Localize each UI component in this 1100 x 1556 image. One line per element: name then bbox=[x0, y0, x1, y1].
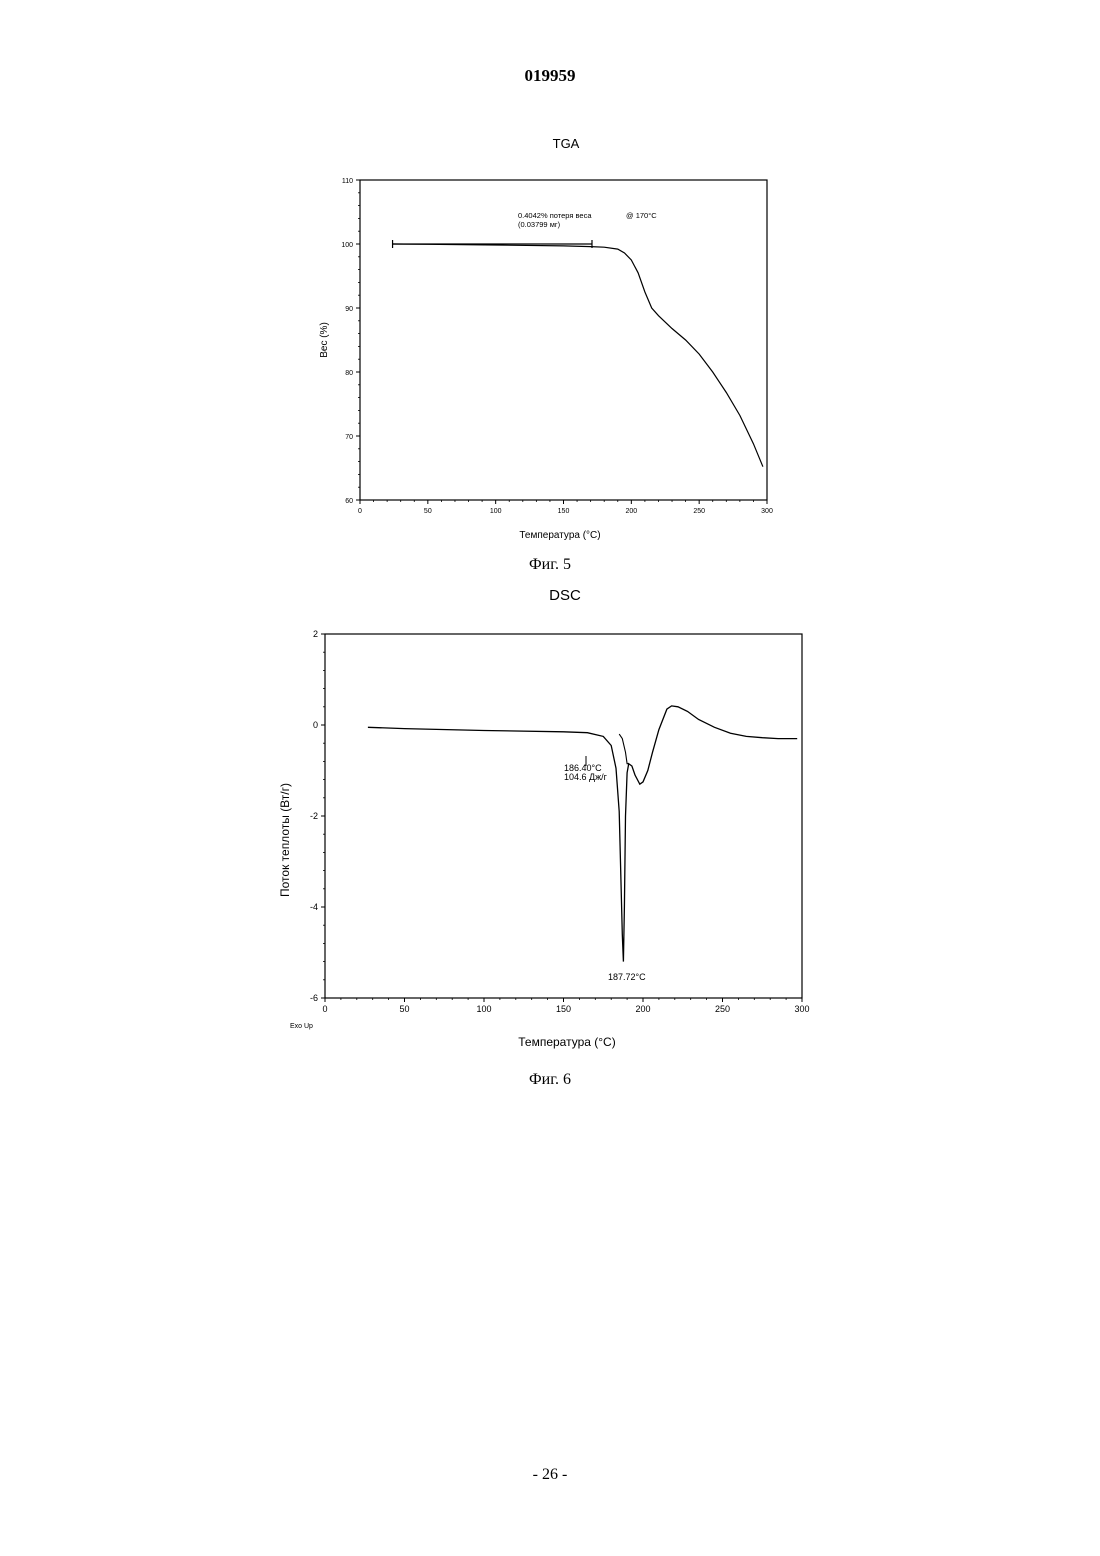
dsc-x-tick-label: 100 bbox=[476, 1004, 491, 1014]
tga-y-tick-label: 70 bbox=[345, 434, 353, 441]
tga-y-tick-label: 110 bbox=[342, 178, 353, 185]
dsc-exo-up-label: Exo Up bbox=[290, 1023, 313, 1030]
tga-chart: TGA 60 70 80 90 100 110 0 50 100 150 200 250 300 0.… bbox=[0, 120, 1100, 550]
tga-x-tick-label: 100 bbox=[490, 508, 502, 515]
tga-x-tick-label: 150 bbox=[558, 508, 570, 515]
tga-y-axis-label: Вес (%) bbox=[319, 322, 330, 358]
tga-x-tick-label: 50 bbox=[424, 508, 432, 515]
dsc-x-tick-label: 300 bbox=[794, 1004, 809, 1014]
dsc-x-tick-label: 200 bbox=[635, 1004, 650, 1014]
tga-annotation-temperature: @ 170°C bbox=[626, 211, 657, 220]
dsc-annotation-peak: 187.72°C bbox=[608, 972, 646, 982]
tga-plot-frame bbox=[360, 180, 767, 500]
tga-x-tick-label: 300 bbox=[761, 508, 773, 515]
tga-y-tick-label: 100 bbox=[341, 242, 353, 249]
dsc-title: DSC bbox=[549, 587, 581, 604]
dsc-baseline-segment bbox=[619, 734, 629, 764]
dsc-y-ticks: -6 -4 -2 0 2 bbox=[310, 629, 325, 1003]
dsc-x-tick-label: 50 bbox=[399, 1004, 409, 1014]
tga-annotation-mass: (0.03799 мг) bbox=[518, 220, 561, 229]
tga-series-line bbox=[393, 244, 763, 467]
dsc-y-axis-label: Поток теплоты (Вт/г) bbox=[278, 783, 292, 897]
dsc-x-axis-label: Температура (°C) bbox=[518, 1035, 615, 1049]
tga-x-axis-label: Температура (°C) bbox=[519, 530, 600, 541]
dsc-y-tick-label: -4 bbox=[310, 902, 318, 912]
dsc-chart: DSC -6-4-202 050100150200250300 186.40°C… bbox=[0, 570, 1100, 1060]
tga-x-tick-label: 250 bbox=[693, 508, 705, 515]
dsc-x-tick-label: 0 bbox=[322, 1004, 327, 1014]
dsc-x-tick-label: 150 bbox=[556, 1004, 571, 1014]
tga-x-tick-label: 0 bbox=[358, 508, 362, 515]
tga-y-tick-label: 90 bbox=[345, 306, 353, 313]
tga-annotation-loss: 0.4042% потеря веса bbox=[518, 211, 592, 220]
tga-x-ticks: 0 50 100 150 200 250 300 bbox=[358, 500, 773, 515]
dsc-y-tick-label: -6 bbox=[310, 993, 318, 1003]
dsc-plot-frame bbox=[325, 634, 802, 998]
tga-y-ticks: 60 70 80 90 100 110 bbox=[341, 178, 360, 505]
dsc-figure-caption: Фиг. 6 bbox=[0, 1071, 1100, 1089]
dsc-y-tick-label: -2 bbox=[310, 811, 318, 821]
dsc-y-tick-label: 2 bbox=[313, 629, 318, 639]
dsc-x-ticks: 0 50 100 150 200 250 300 bbox=[322, 998, 809, 1014]
dsc-x-tick-label: 250 bbox=[715, 1004, 730, 1014]
tga-y-tick-label: 80 bbox=[345, 370, 353, 377]
document-number: 019959 bbox=[0, 66, 1100, 86]
dsc-y-tick-label: 0 bbox=[313, 720, 318, 730]
tga-y-tick-label: 60 bbox=[345, 498, 353, 505]
tga-x-tick-label: 200 bbox=[625, 508, 637, 515]
dsc-series-line bbox=[368, 706, 797, 962]
tga-title: TGA bbox=[553, 136, 580, 151]
dsc-annotation-enthalpy: 104.6 Дж/г bbox=[564, 772, 608, 782]
page-number: - 26 - bbox=[0, 1466, 1100, 1484]
